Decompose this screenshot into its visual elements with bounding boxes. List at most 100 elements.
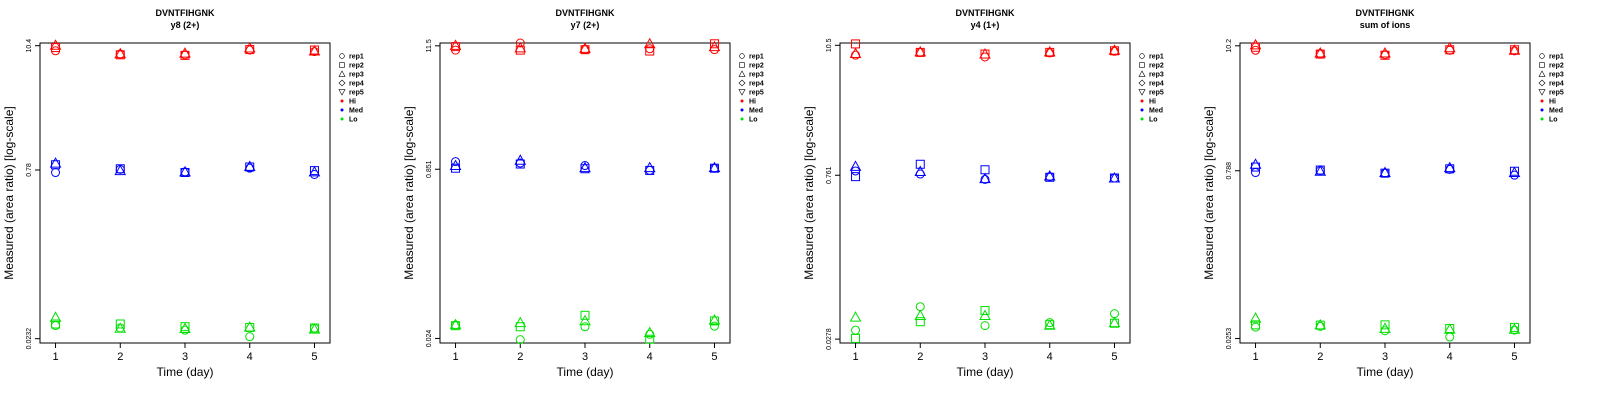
data-point [1251,320,1261,330]
y-tick-label: 0.78 [26,163,33,177]
legend-label: rep3 [749,72,764,79]
data-point [1043,319,1056,330]
legend-marker [738,70,746,77]
legend-marker [338,79,346,87]
legend-label: rep4 [1549,81,1564,88]
legend-marker [338,70,346,77]
data-point [308,45,321,56]
data-point [515,335,525,345]
data-point [709,321,719,331]
legend-marker [1139,62,1145,68]
data-point [514,316,527,328]
legend-marker [339,62,345,68]
legend-label: Lo [749,117,758,124]
y-tick-label: 0.0253 [1226,328,1233,350]
legend-marker [738,79,746,87]
data-point [645,44,655,54]
data-point [851,325,861,335]
legend-color-dot [1540,117,1544,121]
legend-label: rep2 [1549,63,1564,70]
chart-panel: DVNTFIHGNK y7 (2+) 1 2 3 4 5 0.024 0.851 11.5 Time… [402,8,764,379]
data-point [1314,46,1327,58]
x-tick-label: 1 [1252,351,1258,363]
data-point [851,172,861,182]
data-point [1315,49,1325,59]
legend-marker [739,53,745,59]
data-point [115,50,125,60]
data-point [851,39,861,49]
legend-color-dot [340,99,344,103]
data-point [980,306,990,316]
data-point [51,319,61,329]
y-tick-label: 0.0232 [26,328,33,350]
x-axis-label: Time (day) [1357,365,1414,379]
x-tick-label: 5 [1511,351,1517,363]
y-axis-label: Measured (area ratio) [log-scale] [1202,106,1216,279]
data-point [514,41,527,53]
data-point [1249,312,1262,323]
data-point [643,161,656,173]
data-point [1043,45,1056,57]
chart-title: DVNTFIHGNK [556,8,615,18]
plot-frame [1239,42,1531,344]
data-point [1314,318,1327,330]
data-point [643,37,656,49]
plot-frame [839,42,1131,344]
data-point [49,39,62,50]
x-axis-label: Time (day) [157,365,214,379]
chart-title: DVNTFIHGNK [956,8,1015,18]
legend-color-dot [1140,99,1144,103]
y-tick-label: 0.851 [426,160,433,178]
data-point [979,48,991,59]
data-point [245,162,255,172]
data-point [914,165,927,177]
legend-marker [1138,79,1146,87]
x-tick-label: 3 [982,351,988,363]
data-point [980,165,990,175]
data-point [451,157,461,167]
legend-label: rep4 [1149,81,1164,88]
data-point [1379,166,1391,178]
x-tick-label: 1 [452,351,458,363]
chart-panel: DVNTFIHGNK sum of ions 1 2 3 4 5 0.0253 0.788 10.… [1202,8,1564,379]
data-point [449,159,462,171]
data-point [449,318,462,330]
x-tick-label: 1 [852,351,858,363]
data-point [1109,46,1119,56]
legend-label: rep5 [1549,90,1564,97]
data-point [114,47,127,59]
legend-marker [738,89,746,96]
legend-label: Med [349,108,363,115]
data-point [1109,318,1119,328]
legend-label: Med [749,108,763,115]
data-point [709,39,719,49]
data-point [1508,44,1521,55]
data-point [979,172,991,184]
data-point [115,319,125,329]
legend-label: rep5 [749,90,764,97]
data-point [1443,41,1456,53]
chart-subtitle: sum of ions [1360,20,1411,30]
data-point [451,321,461,331]
data-point [979,309,991,320]
legend-label: rep1 [1549,54,1564,61]
x-tick-label: 4 [1047,351,1053,363]
data-point [1251,322,1261,332]
x-tick-label: 5 [711,351,717,363]
chart-subtitle: y4 (1+) [971,20,1000,30]
legend-marker [1539,62,1545,68]
data-point [645,329,655,339]
y-tick-label: 11.5 [426,39,433,52]
legend-label: rep1 [1149,54,1164,61]
data-point [1108,316,1121,328]
data-point [1380,168,1390,178]
data-point [1043,169,1056,181]
x-axis-label: Time (day) [957,365,1014,379]
data-point [849,47,862,58]
x-tick-label: 3 [1382,351,1388,363]
data-point [579,161,591,173]
legend-label: rep3 [1149,72,1164,79]
data-point [1508,323,1521,334]
data-point [179,165,191,177]
